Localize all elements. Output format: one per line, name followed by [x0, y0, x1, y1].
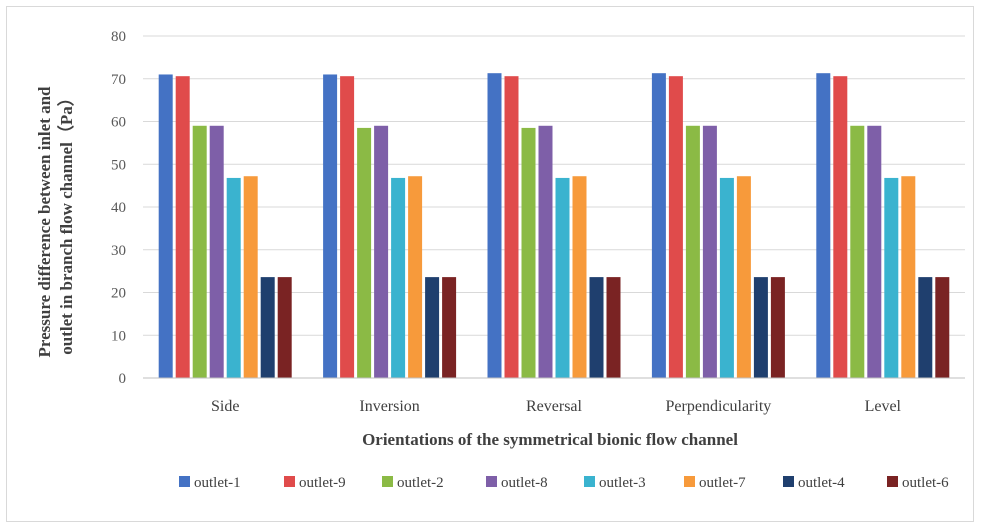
y-tick-label: 80: [111, 29, 126, 45]
legend-label-outlet-8: outlet-8: [501, 475, 548, 491]
bar-outlet-3-perpendicularity: [719, 177, 734, 378]
bar-outlet-9-inversion: [340, 76, 355, 378]
bar-outlet-2-reversal: [521, 127, 536, 378]
y-axis-title-line1: Pressure difference between inlet and: [35, 86, 54, 358]
bar-outlet-3-level: [884, 177, 899, 378]
bar-outlet-1-inversion: [323, 74, 338, 378]
bar-outlet-7-inversion: [408, 176, 423, 378]
bar-outlet-8-perpendicularity: [702, 125, 717, 379]
bars: [158, 73, 950, 379]
bar-outlet-2-level: [850, 125, 865, 379]
bar-outlet-6-reversal: [606, 277, 621, 378]
bar-outlet-6-perpendicularity: [770, 277, 785, 378]
legend-label-outlet-6: outlet-6: [902, 475, 949, 491]
y-axis-ticks: 0 10 20 30 40 50 60 70 80: [111, 29, 126, 387]
bar-outlet-7-side: [243, 176, 258, 378]
legend-swatch-outlet-2: [382, 476, 393, 487]
legend-label-outlet-4: outlet-4: [798, 475, 845, 491]
legend-swatch-outlet-3: [584, 476, 595, 487]
bar-outlet-4-perpendicularity: [753, 277, 768, 378]
bar-outlet-1-reversal: [487, 73, 502, 378]
bar-outlet-9-perpendicularity: [668, 76, 683, 378]
bar-outlet-6-level: [935, 277, 950, 378]
legend-label-outlet-3: outlet-3: [599, 475, 646, 491]
bar-outlet-9-reversal: [504, 76, 519, 378]
bar-outlet-9-side: [175, 76, 190, 378]
bar-outlet-7-level: [901, 176, 916, 378]
bar-outlet-4-inversion: [425, 277, 440, 378]
bar-outlet-9-level: [833, 76, 848, 378]
legend-swatch-outlet-1: [179, 476, 190, 487]
bar-outlet-8-side: [209, 125, 224, 379]
bar-outlet-4-side: [260, 277, 275, 378]
bar-outlet-2-inversion: [357, 127, 372, 378]
legend-label-outlet-9: outlet-9: [299, 475, 346, 491]
y-tick-label: 70: [111, 72, 126, 88]
x-category-label: Reversal: [526, 398, 583, 415]
bar-outlet-7-reversal: [572, 176, 587, 378]
x-category-label: Perpendicularity: [666, 398, 772, 415]
legend-label-outlet-7: outlet-7: [699, 475, 746, 491]
bar-outlet-1-perpendicularity: [651, 73, 666, 378]
x-category-label: Side: [211, 398, 239, 415]
bar-outlet-3-side: [226, 177, 241, 378]
legend-label-outlet-1: outlet-1: [194, 475, 241, 491]
y-tick-label: 30: [111, 243, 126, 259]
legend-swatch-outlet-4: [783, 476, 794, 487]
bar-outlet-4-reversal: [589, 277, 604, 378]
legend-swatch-outlet-6: [887, 476, 898, 487]
bar-outlet-3-reversal: [555, 177, 570, 378]
bar-outlet-8-level: [867, 125, 882, 379]
legend-swatch-outlet-8: [486, 476, 497, 487]
bar-outlet-7-perpendicularity: [736, 176, 751, 378]
bar-outlet-1-level: [816, 73, 831, 378]
bar-outlet-1-side: [158, 74, 173, 378]
y-tick-label: 0: [119, 371, 127, 387]
bar-outlet-4-level: [918, 277, 933, 378]
y-tick-label: 60: [111, 115, 126, 131]
bar-outlet-2-perpendicularity: [685, 125, 700, 379]
y-tick-label: 10: [111, 328, 126, 344]
legend-label-outlet-2: outlet-2: [397, 475, 444, 491]
legend-swatch-outlet-9: [284, 476, 295, 487]
bar-outlet-6-side: [277, 277, 292, 378]
y-axis-title-line2: outlet in branch flow channel（Pa）: [56, 89, 76, 354]
legend: outlet-1 outlet-9 outlet-2 outlet-8 outlet-3…: [179, 475, 949, 491]
bar-outlet-2-side: [192, 125, 207, 379]
bar-outlet-8-reversal: [538, 125, 553, 379]
legend-swatch-outlet-7: [684, 476, 695, 487]
x-axis-categories: Side Inversion Reversal Perpendicularity Lev…: [211, 398, 902, 415]
bar-outlet-6-inversion: [442, 277, 457, 378]
bar-outlet-8-inversion: [374, 125, 389, 379]
bar-outlet-3-inversion: [391, 177, 406, 378]
x-category-label: Inversion: [359, 398, 419, 415]
x-axis-title: Orientations of the symmetrical bionic f…: [362, 430, 738, 449]
y-tick-label: 50: [111, 157, 126, 173]
y-tick-label: 40: [111, 200, 126, 216]
x-category-label: Level: [865, 398, 902, 415]
y-tick-label: 20: [111, 286, 126, 302]
